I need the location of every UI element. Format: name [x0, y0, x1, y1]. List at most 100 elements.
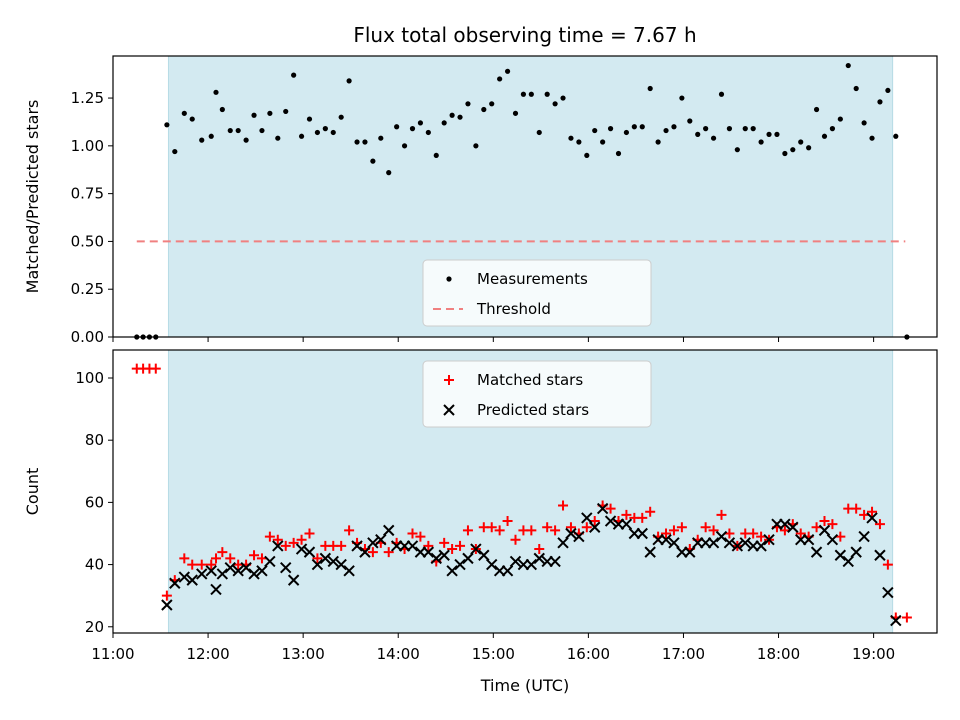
matched-stars-point — [700, 522, 711, 533]
measurement-point — [425, 129, 431, 136]
measurement-point — [528, 91, 534, 97]
measurement-point — [861, 120, 867, 126]
matched-stars-point — [581, 522, 592, 533]
x-tick-label: 18:00 — [757, 645, 800, 663]
predicted-stars-point — [818, 524, 831, 537]
predicted-stars-point — [581, 512, 593, 524]
measurement-point — [354, 139, 360, 145]
matched-stars-point — [150, 363, 161, 374]
measurement-point — [631, 124, 637, 130]
matched-stars-point — [336, 540, 347, 551]
predicted-stars-point — [763, 533, 775, 546]
measurement-point — [806, 145, 812, 151]
measurement-point — [362, 139, 368, 145]
measurement-point — [473, 143, 479, 149]
measurement-point — [449, 112, 455, 118]
x-tick-label: 16:00 — [567, 645, 610, 663]
predicted-stars-point — [367, 537, 379, 549]
predicted-stars-point — [715, 530, 728, 543]
measurement-point — [227, 127, 233, 134]
measurement-point — [251, 112, 257, 118]
measurement-point — [417, 120, 424, 126]
predicted-stars-point — [684, 546, 696, 558]
predicted-stars-point — [755, 540, 767, 552]
predicted-stars-point — [882, 586, 894, 599]
matched-stars-point — [867, 506, 878, 517]
measurement-point — [208, 133, 214, 139]
measurement-point — [259, 127, 265, 134]
matched-stars-point — [211, 553, 221, 564]
legend-entry-label: Measurements — [477, 270, 588, 288]
matched-stars-point — [264, 531, 275, 542]
y-tick-label: 80 — [85, 431, 104, 449]
predicted-stars-point — [351, 540, 363, 552]
matched-stars-point — [439, 537, 450, 548]
measurement-point — [489, 101, 495, 107]
matched-stars-point — [874, 519, 885, 530]
matched-stars-point — [447, 544, 458, 555]
measurement-point — [837, 116, 843, 122]
predicted-stars-point — [438, 549, 450, 561]
y-tick-label: 0.50 — [71, 232, 104, 250]
matched-stars-point — [621, 509, 632, 520]
matched-stars-point — [550, 525, 561, 536]
matched-stars-point — [486, 522, 497, 533]
predicted-stars-point — [707, 537, 720, 549]
measurement-point — [338, 114, 344, 120]
measurement-point — [734, 147, 740, 153]
predicted-stars-point — [406, 540, 419, 552]
measurement-point — [782, 150, 788, 157]
legend-entry-label: Threshold — [476, 300, 551, 318]
matched-stars-point — [565, 522, 576, 533]
legend-predicted-swatch — [443, 404, 455, 416]
measurement-point — [600, 139, 606, 145]
predicted-stars-point — [866, 512, 878, 524]
predicted-stars-point — [723, 537, 736, 549]
measurement-point — [821, 133, 828, 139]
measurement-point — [829, 126, 836, 132]
matched-stars-point — [225, 553, 236, 564]
matched-stars-point — [589, 516, 600, 527]
y-tick-label: 20 — [85, 618, 104, 636]
measurement-point — [607, 126, 614, 132]
y-axis-label: Count — [23, 468, 42, 516]
matched-stars-point — [462, 525, 473, 536]
measurement-point — [441, 120, 447, 126]
bottom-panel: 20 40 60 80 100 11:00 12:00 13:00 14:00 15:00 16:0… — [23, 349, 938, 695]
measurement-point — [314, 129, 321, 136]
matched-stars-point — [605, 503, 616, 514]
legend-measurement-swatch — [446, 276, 452, 282]
measurement-point — [164, 122, 170, 128]
matched-stars-point — [756, 531, 767, 542]
predicted-stars-point — [525, 558, 538, 571]
x-tick-label: 14:00 — [377, 645, 420, 663]
predicted-stars-point — [739, 537, 751, 549]
predicted-stars-point — [311, 558, 324, 571]
predicted-stars-point — [343, 565, 355, 577]
y-tick-label: 40 — [85, 556, 104, 574]
matched-stars-point — [179, 553, 190, 564]
measurement-point — [869, 135, 875, 141]
measurement-point — [298, 133, 305, 139]
x-tick-label: 19:00 — [852, 645, 895, 663]
matched-stars-point — [724, 528, 735, 539]
predicted-stars-point — [359, 546, 371, 558]
matched-stars-point — [748, 528, 759, 539]
x-axis-label: Time (UTC) — [480, 676, 569, 695]
predicted-stars-point — [596, 502, 609, 515]
y-tick-label: 0.25 — [71, 280, 104, 298]
predicted-stars-point — [454, 558, 466, 571]
matched-stars-point — [196, 559, 207, 570]
predicted-stars-point — [779, 518, 791, 530]
measurement-point — [885, 87, 891, 94]
measurement-point — [433, 152, 439, 159]
predicted-stars-point — [178, 571, 191, 583]
measurement-point — [813, 106, 820, 113]
measurement-point — [584, 152, 590, 159]
matched-stars-point — [280, 540, 291, 551]
matched-stars-point — [542, 522, 553, 533]
predicted-stars-point — [272, 540, 284, 552]
matched-stars-point — [534, 544, 545, 555]
predicted-stars-point — [565, 527, 577, 540]
